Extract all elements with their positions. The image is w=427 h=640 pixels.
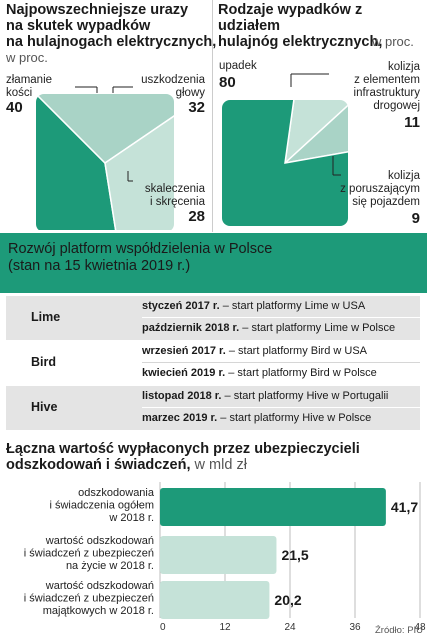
category-label: i świadczeń z ubezpieczeń (24, 548, 154, 560)
head-label: uszkodzenia głowy (135, 74, 205, 100)
platforms-title: Rozwój platform współdzielenia w Polsce … (8, 241, 272, 275)
event-date: kwiecień 2019 r. (142, 367, 226, 379)
source-note: Źródło: PIU (375, 625, 424, 636)
category-label: na życie w 2018 r. (66, 560, 154, 572)
category-label: odszkodowania (78, 487, 155, 499)
slice-infra (283, 100, 348, 165)
event-text: – start platformy Lime w USA (219, 300, 366, 312)
platform-row: Lime styczeń 2017 r. – start platformy Li… (6, 296, 420, 340)
event-date: marzec 2019 r. (142, 412, 218, 424)
accidents-pie (222, 73, 348, 226)
fracture-label: złamanie kości (6, 74, 52, 100)
vehicle-label-line: kolizja (388, 170, 420, 182)
infra-label-line: infrastruktury (353, 87, 420, 99)
category-label: wartość odszkodowań (45, 580, 154, 592)
category-label: w 2018 r. (108, 512, 154, 524)
x-tick-label: 12 (219, 622, 231, 633)
head-value: 32 (188, 99, 205, 116)
infra-value: 11 (404, 114, 420, 131)
event-text: – start platformy Lime w Polsce (239, 322, 396, 334)
event-text: – start platformy Hive w Portugalii (221, 390, 389, 402)
fall-value: 80 (219, 74, 236, 91)
payouts-title-line: odszkodowań i świadczeń, (6, 457, 191, 473)
platform-row: Hive listopad 2018 r. – start platformy H… (6, 386, 420, 430)
injuries-pie (36, 86, 174, 230)
platform-event: kwiecień 2019 r. – start platformy Bird … (142, 363, 420, 384)
head-label-line: głowy (175, 87, 205, 99)
payouts-unit: w mld zł (194, 457, 247, 473)
platforms-title-line: Rozwój platform współdzielenia w Polsce (8, 241, 273, 257)
category-label: wartość odszkodowań (45, 535, 154, 547)
platform-name: Lime (31, 310, 61, 324)
bar (160, 581, 270, 619)
injuries-title-line: na hulajnogach elektrycznych, (6, 34, 217, 50)
platforms-title-line: (stan na 15 kwietnia 2019 r.) (8, 258, 191, 274)
platforms-table: Lime styczeń 2017 r. – start platformy Li… (6, 296, 420, 431)
cuts-value: 28 (188, 208, 205, 225)
platform-event: październik 2018 r. – start platformy Li… (142, 318, 420, 339)
cuts-label-line: i skręcenia (150, 196, 205, 208)
vehicle-value: 9 (411, 210, 420, 227)
event-date: wrzesień 2017 r. (142, 345, 226, 357)
accidents-title-line: hulajnóg elektrycznych, (218, 34, 383, 50)
category-label: i świadczenia ogółem (49, 500, 154, 512)
slice-head (104, 99, 174, 230)
slice-fall (222, 100, 348, 226)
payouts-title-line: Łączna wartość wypłaconych przez ubezpie… (6, 441, 360, 457)
cuts-label: skaleczenia i skręcenia (130, 183, 205, 209)
cuts-label-line: skaleczenia (144, 183, 205, 195)
bar-value-label: 21,5 (281, 547, 308, 563)
injuries-title-line: Najpowszechniejsze urazy (6, 2, 189, 18)
bar (160, 536, 277, 574)
top-divider (212, 0, 213, 232)
event-text: – start platformy Bird w USA (225, 345, 367, 357)
vehicle-label: kolizja z poruszającym się pojazdem (320, 170, 420, 209)
slice-fracture (36, 94, 124, 230)
fracture-value: 40 (6, 99, 23, 116)
slice-cuts (36, 94, 174, 164)
event-text: – start platformy Bird w Polsce (225, 367, 377, 379)
accidents-title-line: Rodzaje wypadków z udziałem (218, 2, 363, 34)
infra-label-line: z elementem (354, 74, 420, 86)
x-tick-label: 36 (349, 622, 361, 633)
infra-label-line: drogowej (373, 100, 420, 112)
bar-value-label: 20,2 (274, 592, 301, 608)
infra-label: kolizja z elementem infrastruktury drogo… (310, 61, 420, 113)
x-tick-label: 48 (414, 622, 426, 633)
infra-label-line: kolizja (388, 61, 420, 73)
platform-name: Hive (31, 400, 58, 414)
accidents-unit: w proc. (372, 34, 414, 49)
vehicle-label-line: z poruszającym (340, 183, 420, 195)
platform-event: marzec 2019 r. – start platformy Hive w … (142, 408, 420, 429)
injuries-title-line: na skutek wypadków (6, 18, 151, 34)
x-tick-label: 0 (160, 622, 166, 633)
injuries-unit: w proc. (6, 50, 48, 65)
injuries-title: Najpowszechniejsze urazy na skutek wypad… (6, 2, 221, 50)
platform-event: wrzesień 2017 r. – start platformy Bird … (142, 341, 420, 363)
category-label: i świadczeń z ubezpieczeń (24, 593, 154, 605)
event-date: październik 2018 r. (142, 322, 240, 334)
category-label: majątkowych w 2018 r. (43, 605, 154, 617)
event-text: – start platformy Hive w Polsce (217, 412, 372, 424)
platforms-header: Rozwój platform współdzielenia w Polsce … (0, 233, 427, 293)
fracture-label-line: złamanie (6, 74, 53, 86)
platform-row: Bird wrzesień 2017 r. – start platformy B… (6, 341, 420, 385)
fall-label: upadek (219, 60, 257, 72)
platform-name: Bird (31, 355, 56, 369)
bar (160, 488, 386, 526)
fracture-label-line: kości (6, 87, 33, 99)
platform-event: styczeń 2017 r. – start platformy Lime w… (142, 296, 420, 318)
vehicle-label-line: się pojazdem (352, 196, 420, 208)
platform-event: listopad 2018 r. – start platformy Hive … (142, 386, 420, 408)
event-date: styczeń 2017 r. (142, 300, 220, 312)
payouts-title: Łączna wartość wypłaconych przez ubezpie… (6, 441, 421, 473)
bar-value-label: 41,7 (391, 499, 418, 515)
x-tick-label: 24 (284, 622, 296, 633)
head-label-line: uszkodzenia (141, 74, 205, 86)
slice-vehicle (282, 100, 348, 165)
accidents-title: Rodzaje wypadków z udziałem hulajnóg ele… (218, 2, 423, 50)
event-date: listopad 2018 r. (142, 390, 222, 402)
